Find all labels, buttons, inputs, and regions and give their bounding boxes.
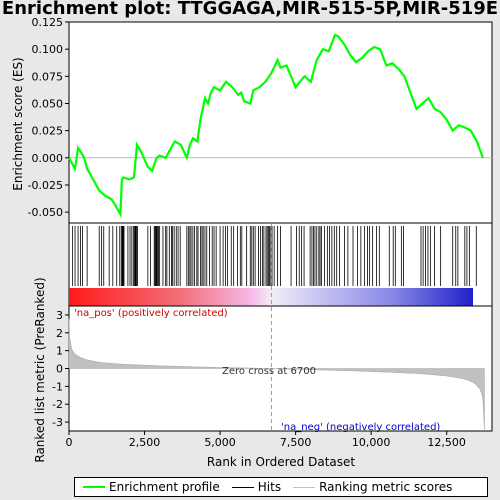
legend-item-hits: Hits: [231, 480, 282, 494]
es-ytick-label: 0.075: [32, 70, 64, 83]
es-ytick-label: 0.050: [32, 97, 64, 110]
metric-ytick-label: 0: [56, 363, 63, 376]
neg-label: 'na_neg' (negatively correlated): [281, 422, 440, 433]
legend-swatch-profile: [83, 486, 105, 488]
es-ytick-label: 0.125: [32, 16, 64, 29]
metric-axis-label: Ranked list metric (PreRanked): [33, 277, 47, 462]
legend: Enrichment profile Hits Ranking metric s…: [74, 477, 488, 497]
legend-swatch-metric: [293, 486, 316, 488]
legend-item-metric: Ranking metric scores: [293, 480, 452, 494]
xtick-label: 0: [66, 436, 73, 449]
es-ytick-label: 0.000: [32, 152, 64, 165]
es-ytick-label: -0.050: [28, 206, 63, 219]
legend-label-hits: Hits: [257, 480, 282, 494]
ranking-metric-area: [68, 318, 485, 432]
legend-label-metric: Ranking metric scores: [319, 480, 453, 494]
chart-title: Enrichment plot: TTGGAGA,MIR-515-5P,MIR-…: [1, 0, 499, 19]
legend-item-profile: Enrichment profile: [83, 480, 220, 494]
xtick-label: 12,500: [427, 436, 466, 449]
metric-ytick-label: -1: [52, 380, 63, 393]
enrichment-profile-line: [68, 33, 484, 219]
xtick-label: 2,500: [129, 436, 161, 449]
es-ytick-label: -0.025: [28, 179, 63, 192]
es-ytick-label: 0.100: [32, 43, 64, 56]
pos-label: 'na_pos' (positively correlated): [74, 308, 228, 319]
legend-label-profile: Enrichment profile: [109, 480, 220, 494]
xtick-label: 5,000: [204, 436, 236, 449]
metric-ytick-label: 2: [56, 327, 63, 340]
xtick-label: 10,000: [352, 436, 391, 449]
es-axis-label: Enrichment score (ES): [11, 57, 25, 190]
metric-ytick-label: -2: [52, 398, 63, 411]
metric-ytick-label: -3: [52, 416, 63, 429]
zero-cross-label: Zero cross at 6700: [222, 366, 316, 377]
metric-ytick-label: 1: [56, 345, 63, 358]
legend-swatch-hits: [231, 486, 254, 488]
metric-ytick-label: 3: [56, 309, 63, 322]
es-ytick-label: 0.025: [32, 125, 64, 138]
es-panel: [68, 21, 493, 224]
x-axis-label: Rank in Ordered Dataset: [207, 455, 355, 469]
xtick-label: 7,500: [280, 436, 312, 449]
